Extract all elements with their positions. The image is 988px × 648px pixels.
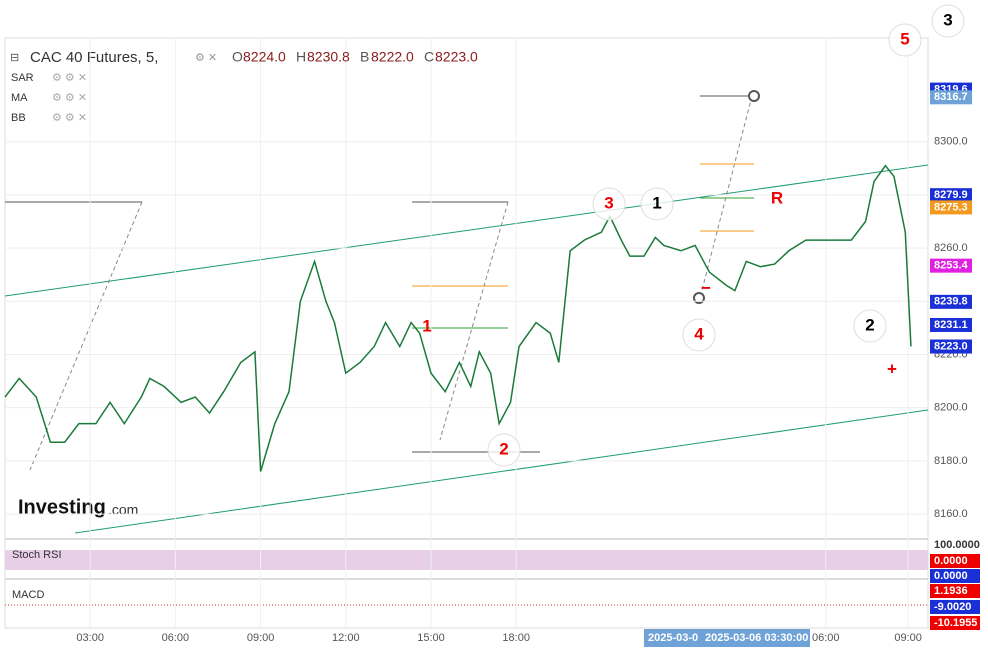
x-tick-label: 15:00 — [417, 632, 445, 644]
pane-tag — [930, 616, 980, 630]
annotation-circle — [931, 4, 965, 38]
annotation: 2 — [499, 439, 508, 458]
annotation: R — [771, 188, 783, 207]
indicator-icons[interactable]: ⚙ ⚙ ✕ — [52, 72, 87, 84]
price-line — [4, 164, 912, 472]
price-tag-label: 8223.0 — [934, 340, 968, 352]
x-tick-label: 09:00 — [247, 632, 275, 644]
symbol: CAC 40 Futures, 5, — [30, 49, 158, 66]
crosshair-date: 2025-03-0 — [648, 632, 698, 644]
price-tag — [930, 200, 972, 215]
ohlc-value: 8223.0 — [435, 49, 478, 65]
pane-label: MACD — [12, 589, 44, 601]
annotation-circle — [682, 318, 716, 352]
price-tag — [930, 339, 972, 354]
handle[interactable] — [693, 292, 705, 304]
price-tag — [930, 317, 972, 332]
channel-upper — [4, 164, 929, 297]
price-tag-label: 8275.3 — [934, 201, 968, 213]
x-tick-label: 12:00 — [332, 632, 360, 644]
pane-tag-label: 1.1936 — [934, 585, 968, 597]
annotation-circle — [853, 309, 887, 343]
ohlc-key: C — [424, 49, 434, 65]
annotation: 1 — [652, 193, 661, 212]
y-tick-label: 8260.0 — [934, 242, 968, 254]
ohlc-key: B — [360, 49, 369, 65]
annotation: 4 — [694, 324, 704, 343]
price-tag-label: 8231.1 — [934, 319, 968, 331]
annotation: 1 — [422, 316, 431, 335]
collapse-icon[interactable]: ⊟ — [10, 52, 19, 64]
ohlc-key: H — [296, 49, 306, 65]
settings-icons[interactable]: ⚙ ✕ — [195, 52, 217, 64]
pane-tag — [930, 584, 980, 598]
annotation-circle — [592, 187, 626, 221]
ohlc-value: 8230.8 — [307, 49, 350, 65]
handle[interactable] — [748, 90, 760, 102]
logo: Investing — [18, 496, 106, 518]
channel-lower — [74, 409, 929, 534]
stoch-band — [5, 550, 928, 570]
indicator-icons[interactable]: ⚙ ⚙ ✕ — [52, 112, 87, 124]
annotation-circle — [888, 23, 922, 57]
pane-tag-label: 100.0000 — [934, 539, 980, 551]
frame — [4, 37, 929, 629]
indicator-icons[interactable]: ⚙ ⚙ ✕ — [52, 92, 87, 104]
y-tick-label: 8200.0 — [934, 402, 968, 414]
crosshair-box — [644, 629, 810, 647]
pane-tag-label: -10.1955 — [934, 617, 977, 629]
y-tick-label: 8300.0 — [934, 136, 968, 148]
x-tick-label: 06:00 — [812, 632, 840, 644]
annotation-circle — [640, 187, 674, 221]
pane-tag-label: 0.0000 — [934, 555, 968, 567]
annotation: 3 — [604, 193, 613, 212]
indicator-label[interactable]: BB — [11, 112, 26, 124]
x-tick-label: 06:00 — [162, 632, 190, 644]
pane-label: Stoch RSI — [12, 549, 62, 561]
annotation: 3 — [943, 10, 952, 29]
price-tag — [930, 258, 972, 273]
price-tag-label: 8239.8 — [934, 296, 968, 308]
crosshair-date: 2025-03-06 03:30:00 — [705, 632, 808, 644]
x-tick-label: 18:00 — [502, 632, 530, 644]
pane-tag-label: -9.0020 — [934, 601, 971, 613]
annotation: − — [701, 278, 711, 297]
annotation: 5 — [900, 29, 909, 48]
price-tag-label: 8316.7 — [934, 91, 968, 103]
pane-tag-label: 0.0000 — [934, 570, 968, 582]
price-tag-label: 8279.9 — [934, 189, 968, 201]
ohlc-value: 8222.0 — [371, 49, 414, 65]
x-tick-label: 09:00 — [894, 632, 922, 644]
x-tick-label: 03:00 — [76, 632, 104, 644]
price-tag — [930, 188, 972, 203]
pane-tag — [930, 554, 980, 568]
indicator-label[interactable]: SAR — [11, 72, 34, 84]
pane-tag — [930, 600, 980, 614]
ohlc-key: O — [232, 49, 243, 65]
annotation: + — [887, 359, 897, 378]
pane-tag — [930, 569, 980, 583]
y-tick-label: 8180.0 — [934, 455, 968, 467]
price-tag — [930, 90, 972, 105]
indicator-label[interactable]: MA — [11, 92, 28, 104]
annotation: 2 — [865, 315, 874, 334]
price-tag-label: 8253.4 — [934, 260, 969, 272]
annotation-circle — [487, 433, 521, 467]
ohlc-value: 8224.0 — [243, 49, 286, 65]
price-tag — [930, 294, 972, 309]
y-tick-label: 8160.0 — [934, 508, 968, 520]
drawing — [439, 201, 509, 441]
logo-suffix: .com — [108, 502, 138, 518]
